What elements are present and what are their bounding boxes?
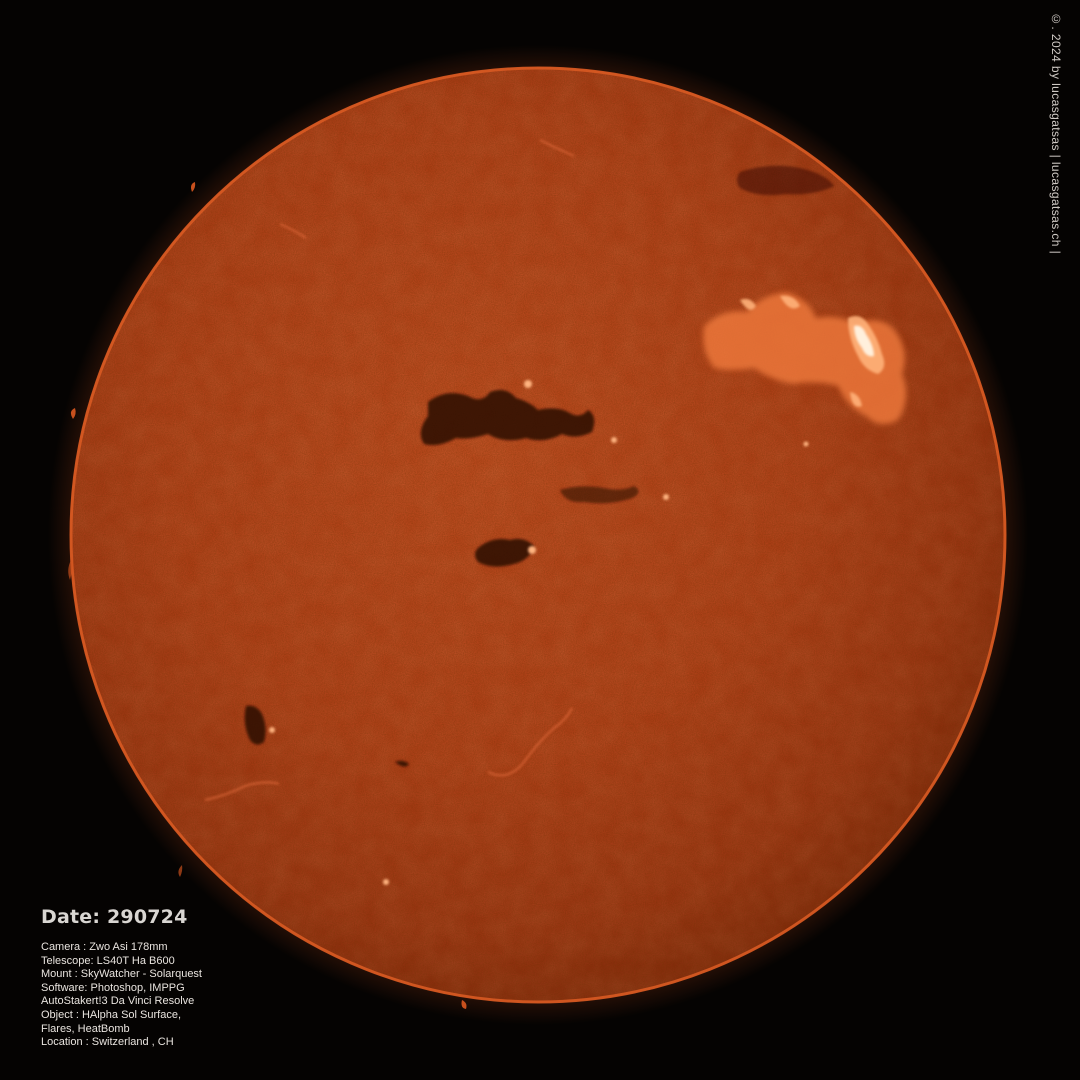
filament-loops (204, 139, 575, 801)
observation-date: Date: 290724 (41, 906, 188, 928)
caption-line: Telescope: LS40T Ha B600 (41, 954, 175, 967)
caption-line: AutoStakert!3 Da Vinci Resolve (41, 995, 195, 1008)
caption-line: Flares, HeatBomb (41, 1022, 130, 1035)
caption-line: Software: Photoshop, IMPPG (41, 981, 185, 994)
caption-line: Object : HAlpha Sol Surface, (41, 1008, 182, 1021)
caption-line: Camera : Zwo Asi 178mm (41, 941, 168, 953)
caption-line: Location : Switzerland , CH (41, 1036, 174, 1049)
caption-line: Mount : SkyWatcher - Solarquest (41, 968, 202, 981)
bright-points (269, 380, 809, 885)
prominences (68, 182, 467, 1009)
filaments (244, 165, 834, 767)
equipment-list: Camera : Zwo Asi 178mm Telescope: LS40T … (41, 941, 202, 1050)
flare-region (703, 292, 907, 425)
copyright-watermark: ©. 2024 by lucasgatsas | lucasgatsas.ch … (1049, 12, 1063, 255)
observation-caption: Date: 290724 Camera : Zwo Asi 178mm Tele… (41, 906, 202, 1050)
solar-disk (69, 66, 1007, 1004)
